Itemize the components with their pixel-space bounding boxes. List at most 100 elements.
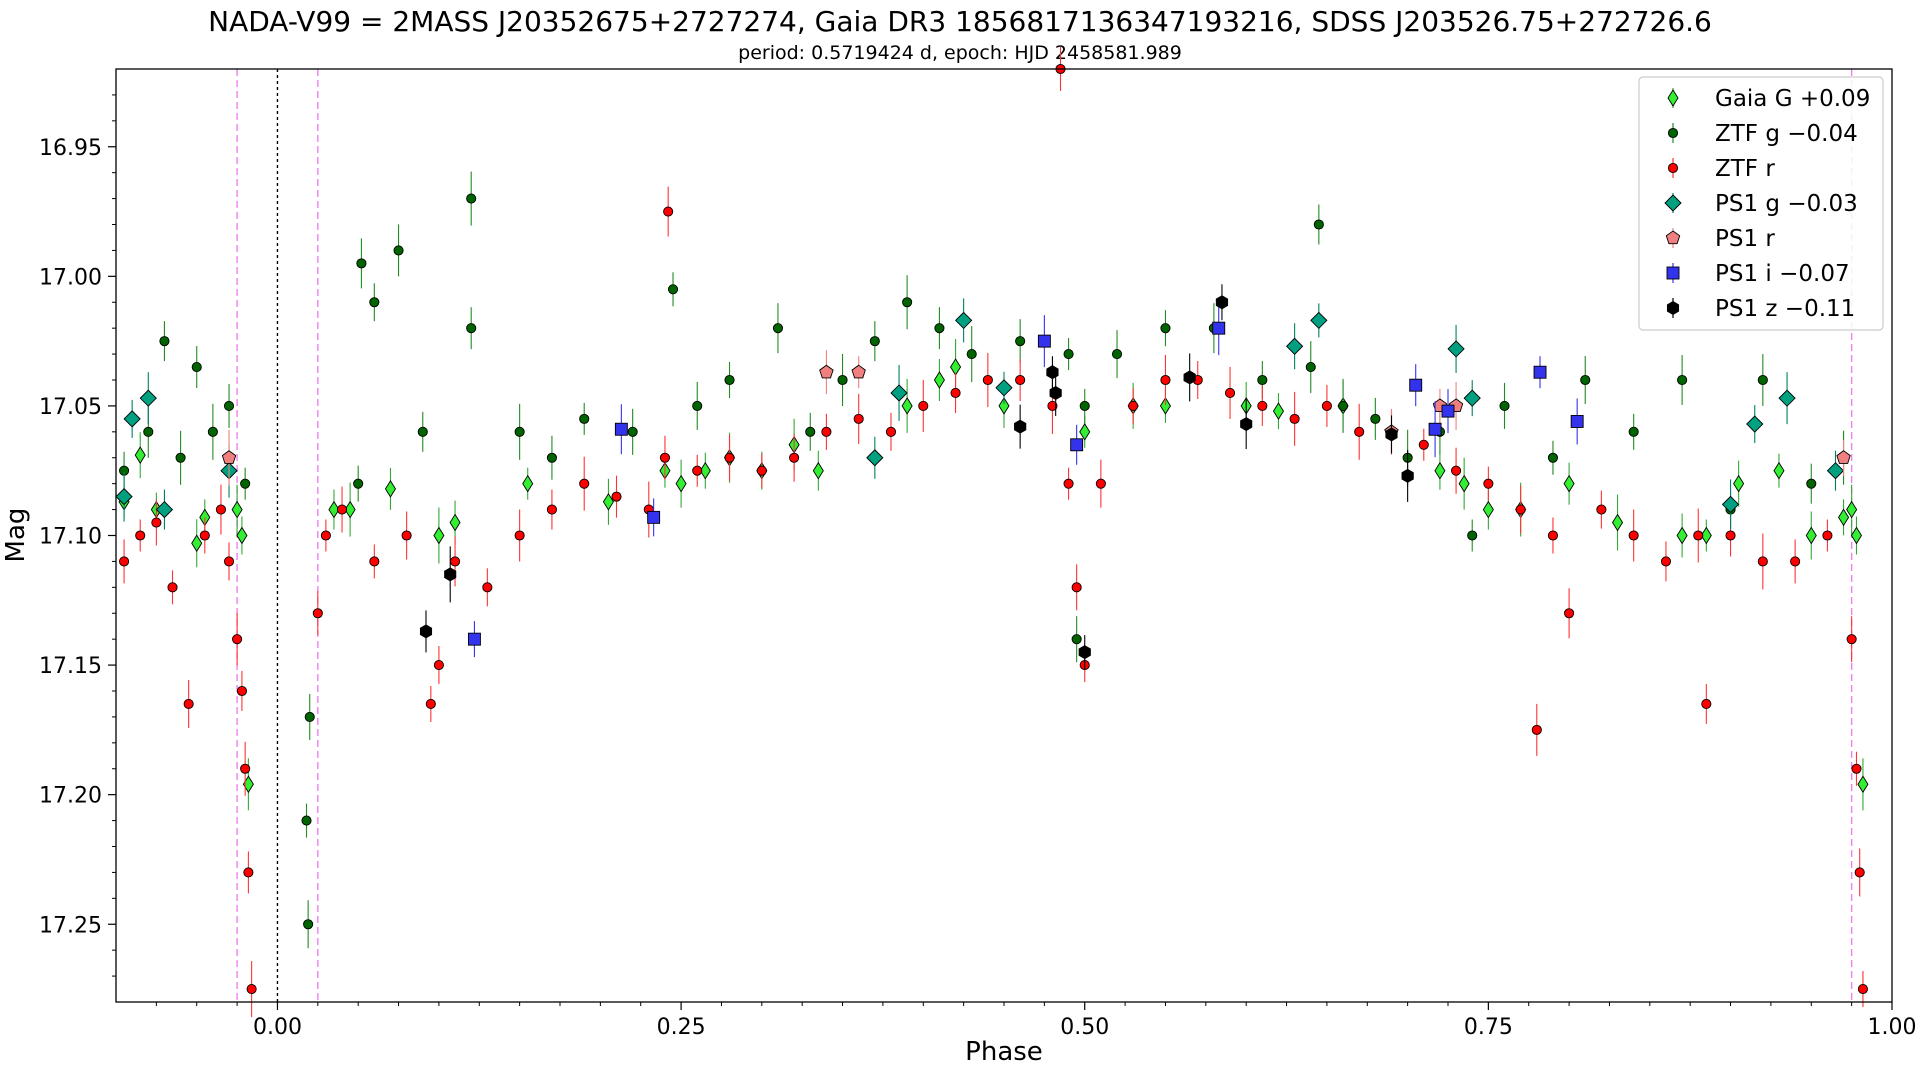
data-point <box>1790 556 1801 567</box>
data-point <box>821 426 832 437</box>
data-point <box>579 413 590 424</box>
data-point <box>1183 370 1196 385</box>
data-point <box>1015 336 1026 347</box>
data-point <box>1778 389 1796 407</box>
legend-label: PS1 r <box>1715 226 1775 252</box>
legend-marker <box>1667 127 1679 139</box>
data-point <box>236 685 247 697</box>
x-axis-label: Phase <box>965 1037 1043 1067</box>
data-point <box>1224 387 1236 399</box>
data-point <box>369 297 380 308</box>
data-point <box>1846 500 1858 519</box>
data-point <box>1531 724 1542 735</box>
legend-label: Gaia G +0.09 <box>1715 86 1870 112</box>
data-point <box>546 452 557 463</box>
y-tick-label: 17.25 <box>39 913 102 938</box>
data-point <box>151 517 162 528</box>
data-point <box>869 336 880 347</box>
data-point <box>1071 634 1082 645</box>
data-point <box>1483 478 1494 489</box>
data-point <box>1049 385 1062 401</box>
data-point <box>602 492 614 511</box>
data-point <box>183 698 194 710</box>
data-point <box>1857 775 1869 794</box>
data-point <box>1677 374 1688 386</box>
legend-marker <box>1667 89 1679 107</box>
data-point <box>995 379 1013 397</box>
y-tick-label: 16.95 <box>39 136 102 161</box>
data-point <box>369 556 380 567</box>
data-point <box>1071 582 1082 593</box>
y-tick-label: 17.00 <box>39 265 102 290</box>
data-point <box>1418 439 1429 450</box>
data-point <box>866 449 884 467</box>
data-point <box>139 389 157 407</box>
data-point <box>1701 698 1712 710</box>
series-3 <box>115 298 1845 530</box>
data-point <box>1693 530 1704 541</box>
data-point <box>232 634 243 645</box>
data-point <box>303 919 314 930</box>
data-point <box>1014 419 1027 434</box>
data-point <box>1463 389 1481 407</box>
data-point <box>1160 374 1171 386</box>
data-point <box>1836 450 1851 464</box>
data-point <box>1428 422 1442 436</box>
data-point <box>1570 415 1584 428</box>
data-point <box>482 582 493 593</box>
data-point <box>236 526 248 545</box>
data-point <box>1628 426 1639 437</box>
y-axis-ticks: 16.95 17.00 17.05 17.10 17.15 17.20 17.25 <box>39 94 116 977</box>
data-point <box>853 413 864 424</box>
data-point <box>221 450 237 464</box>
data-point <box>1805 526 1817 545</box>
data-point <box>772 323 784 334</box>
data-point <box>1037 334 1051 348</box>
data-point <box>819 364 834 379</box>
data-point <box>1111 349 1123 360</box>
data-point <box>1547 452 1558 463</box>
data-point <box>579 478 590 489</box>
data-point <box>724 452 735 463</box>
data-point <box>1285 337 1304 355</box>
data-point <box>1434 461 1446 480</box>
data-point <box>1289 413 1300 424</box>
legend-marker <box>1667 162 1679 174</box>
data-point <box>223 400 235 411</box>
data-point <box>1547 530 1558 541</box>
data-point <box>301 815 312 826</box>
series-0 <box>118 339 1869 811</box>
data-point <box>1079 422 1091 441</box>
data-point <box>1257 400 1268 411</box>
data-point <box>789 452 800 463</box>
data-point <box>692 465 703 476</box>
legend-marker <box>1664 194 1682 212</box>
data-point <box>191 361 202 373</box>
data-point <box>199 530 210 541</box>
data-point <box>1159 397 1171 415</box>
data-point <box>950 387 961 399</box>
legend-label: ZTF g −0.04 <box>1715 121 1858 147</box>
data-point <box>1128 400 1139 411</box>
data-point <box>1467 530 1478 541</box>
data-point <box>675 474 687 493</box>
data-point <box>223 556 235 567</box>
series-6 <box>419 284 1414 670</box>
data-point <box>433 526 445 545</box>
data-point <box>1757 556 1768 567</box>
data-point <box>1700 526 1712 545</box>
data-point <box>417 426 428 437</box>
x-axis-ticks: 0.00 0.25 0.50 0.75 1.00 <box>155 1002 1916 1040</box>
x-tick-label: 0.00 <box>253 1015 302 1040</box>
data-point <box>433 660 444 671</box>
data-point <box>1721 495 1740 514</box>
data-point <box>1733 474 1745 493</box>
data-point <box>954 311 973 330</box>
data-point <box>246 983 257 995</box>
legend-marker <box>1665 230 1681 245</box>
data-point <box>1063 478 1074 489</box>
data-point <box>1447 340 1465 358</box>
legend-entry: PS1 r <box>1665 226 1775 252</box>
data-point <box>240 763 251 774</box>
data-point <box>1611 513 1624 532</box>
